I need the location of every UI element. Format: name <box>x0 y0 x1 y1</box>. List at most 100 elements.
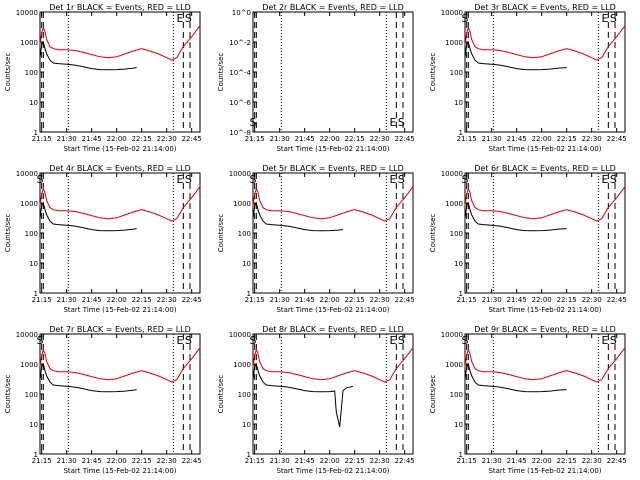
detector-panel-5: Det 5r BLACK = Events, RED = LLD Counts/s… <box>217 164 415 314</box>
y-tick-label: 10000 <box>441 170 463 178</box>
panel-title: Det 4r BLACK = Events, RED = LLD <box>49 164 191 173</box>
series-line-lld <box>39 347 201 383</box>
y-tick-label: 1 <box>247 290 251 298</box>
x-tick-label: 22:45 <box>607 296 627 304</box>
x-tick-label: 22:15 <box>557 135 577 143</box>
x-tick-label: 21:15 <box>457 135 477 143</box>
detector-panel-8: Det 8r BLACK = Events, RED = LLD Counts/s… <box>217 325 415 475</box>
x-tick-label: 21:15 <box>457 457 477 465</box>
y-tick-label: 10^-4 <box>229 69 251 77</box>
annotation-label: S <box>610 12 617 25</box>
panel-title: Det 7r BLACK = Events, RED = LLD <box>49 325 191 334</box>
y-tick-label: 1 <box>247 451 251 459</box>
detector-panel-9: Det 9r BLACK = Events, RED = LLD Counts/s… <box>429 325 627 475</box>
x-tick-label: 21:30 <box>57 296 77 304</box>
y-axis-label: Counts/sec <box>4 53 12 92</box>
x-tick-label: 22:15 <box>345 135 365 143</box>
y-tick-label: 10 <box>454 421 463 429</box>
plot-frame <box>39 11 201 133</box>
x-tick-label: 22:45 <box>182 457 202 465</box>
plot-frame <box>464 172 626 294</box>
y-tick-label: 1 <box>34 129 38 137</box>
series-line-events <box>464 201 567 232</box>
x-tick-label: 22:15 <box>345 296 365 304</box>
x-axis-label: Start Time (15-Feb-02 21:14:00) <box>63 306 176 314</box>
y-tick-label: 1 <box>34 290 38 298</box>
series-line-lld <box>252 347 414 383</box>
x-tick-label: 22:15 <box>557 296 577 304</box>
annotation-label: S <box>37 334 44 347</box>
y-axis-label: Counts/sec <box>217 214 225 253</box>
x-tick-label: 22:45 <box>182 296 202 304</box>
x-tick-label: 22:45 <box>395 296 415 304</box>
annotation-label: E <box>177 173 184 186</box>
x-tick-label: 22:15 <box>557 457 577 465</box>
x-tick-label: 22:15 <box>132 135 152 143</box>
y-axis-label: Counts/sec <box>4 214 12 253</box>
y-tick-label: 10000 <box>441 9 463 17</box>
detector-panel-6: Det 6r BLACK = Events, RED = LLD Counts/s… <box>429 164 627 314</box>
x-tick-label: 22:45 <box>607 135 627 143</box>
y-tick-label: 10^-8 <box>229 129 251 137</box>
x-axis-label: Start Time (15-Feb-02 21:14:00) <box>63 467 176 475</box>
series-line-events <box>252 362 354 428</box>
annotation-label: S <box>398 173 405 186</box>
y-tick-label: 1 <box>34 451 38 459</box>
y-tick-label: 10 <box>242 260 251 268</box>
series-line-lld <box>464 25 626 61</box>
annotation-label: S <box>185 12 192 25</box>
x-tick-label: 22:45 <box>607 457 627 465</box>
y-tick-label: 1000 <box>445 200 463 208</box>
x-tick-label: 22:00 <box>320 296 340 304</box>
y-axis-label: Counts/sec <box>217 375 225 414</box>
x-tick-label: 21:45 <box>507 296 527 304</box>
x-tick-label: 21:45 <box>295 296 315 304</box>
panel-title: Det 9r BLACK = Events, RED = LLD <box>474 325 616 334</box>
panel-title: Det 1r BLACK = Events, RED = LLD <box>49 3 191 12</box>
y-tick-label: 10 <box>29 99 38 107</box>
annotation-label: E <box>390 334 397 347</box>
y-tick-label: 100 <box>238 391 251 399</box>
annotation-label: S <box>610 173 617 186</box>
x-tick-label: 22:00 <box>107 296 127 304</box>
panel-title: Det 8r BLACK = Events, RED = LLD <box>262 325 404 334</box>
annotation-label: S <box>610 334 617 347</box>
y-tick-label: 1 <box>459 129 463 137</box>
series-line-events <box>39 362 137 393</box>
x-tick-label: 21:30 <box>482 135 502 143</box>
annotation-label: S <box>37 173 44 186</box>
y-tick-label: 100 <box>450 391 463 399</box>
annotation-label: E <box>602 12 609 25</box>
y-axis-label: Counts/sec <box>429 214 437 253</box>
y-tick-label: 100 <box>25 391 38 399</box>
annotation-label: S <box>398 116 405 129</box>
y-tick-label: 10^-6 <box>229 99 251 107</box>
y-tick-label: 10000 <box>16 9 38 17</box>
y-tick-label: 1 <box>459 451 463 459</box>
plot-frame <box>39 172 201 294</box>
x-tick-label: 21:30 <box>57 135 77 143</box>
x-axis-label: Start Time (15-Feb-02 21:14:00) <box>276 467 389 475</box>
detector-panel-4: Det 4r BLACK = Events, RED = LLD Counts/s… <box>4 164 202 314</box>
x-tick-label: 22:00 <box>532 457 552 465</box>
panel-title: Det 6r BLACK = Events, RED = LLD <box>474 164 616 173</box>
plot-frame <box>464 11 626 133</box>
x-tick-label: 21:45 <box>507 457 527 465</box>
series-line-lld <box>39 186 201 222</box>
series-line-lld <box>252 186 414 222</box>
x-tick-label: 21:15 <box>245 457 265 465</box>
plot-frame <box>464 333 626 455</box>
annotation-label: S <box>185 173 192 186</box>
x-tick-label: 22:30 <box>582 457 602 465</box>
detector-panel-3: Det 3r BLACK = Events, RED = LLD Counts/s… <box>429 3 627 153</box>
y-tick-label: 10 <box>29 260 38 268</box>
series-line-lld <box>464 186 626 222</box>
plot-frame <box>252 172 414 294</box>
x-tick-label: 21:30 <box>482 457 502 465</box>
x-tick-label: 21:30 <box>270 457 290 465</box>
x-tick-label: 21:15 <box>32 296 52 304</box>
annotation-label: S <box>250 334 257 347</box>
annotation-label: E <box>177 12 184 25</box>
x-axis-label: Start Time (15-Feb-02 21:14:00) <box>276 145 389 153</box>
annotation-label: S <box>462 173 469 186</box>
